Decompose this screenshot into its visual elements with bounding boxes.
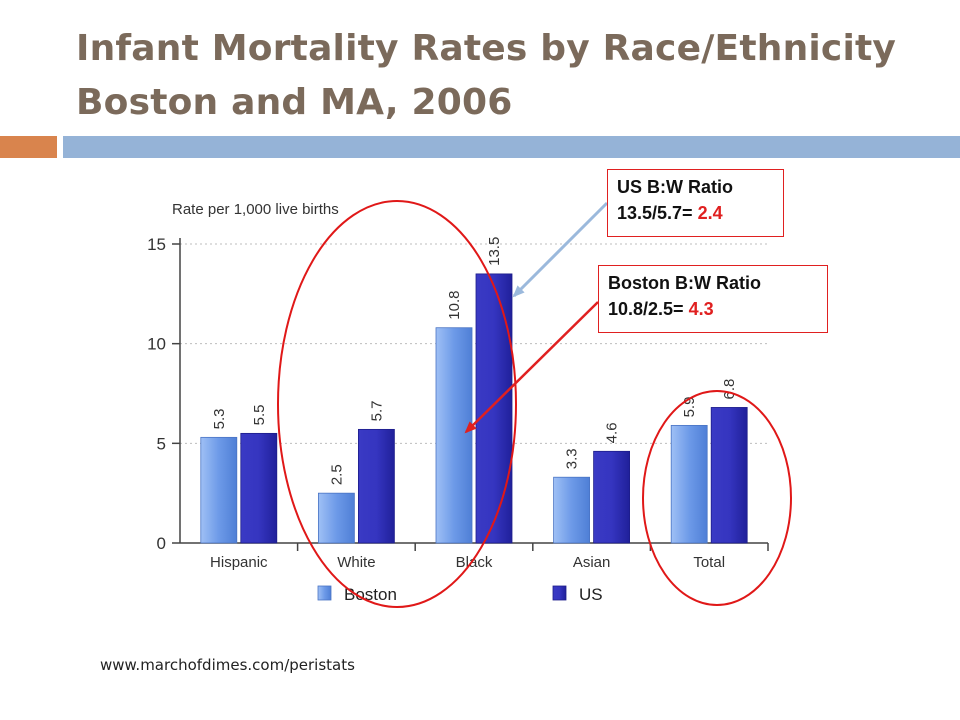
boston-ratio-title: Boston B:W Ratio <box>608 273 761 293</box>
accent-bar-orange <box>0 136 57 158</box>
accent-bar-blue <box>63 136 960 158</box>
bar-boston-black <box>435 327 473 544</box>
bar-value-label: 4.6 <box>604 422 621 443</box>
bar-us-total <box>710 407 748 544</box>
y-tick-label: 5 <box>157 434 166 453</box>
source-citation: www.marchofdimes.com/peristats <box>100 656 355 674</box>
x-tick-label: Asian <box>573 554 611 571</box>
slide-title: Infant Mortality Rates by Race/Ethnicity… <box>76 22 936 130</box>
slide-title-line-1: Infant Mortality Rates by Race/Ethnicity <box>76 28 897 69</box>
y-tick-label: 10 <box>147 335 166 354</box>
us-ratio-value: 2.4 <box>697 203 723 223</box>
legend-swatch-boston <box>317 585 332 601</box>
bar-value-label: 6.8 <box>721 379 738 400</box>
bar-value-label: 5.3 <box>211 408 228 429</box>
us-ratio-formula-text: 13.5/5.7= <box>617 203 698 223</box>
legend-label-us: US <box>579 585 603 604</box>
y-tick-label: 15 <box>147 235 166 254</box>
highlight-ellipse-white-black <box>277 200 517 608</box>
bar-boston-total <box>670 424 708 544</box>
boston-ratio-callout: Boston B:W Ratio 10.8/2.5= 4.3 <box>598 265 828 333</box>
boston-ratio-formula-text: 10.8/2.5= <box>608 299 689 319</box>
bar-value-label: 2.5 <box>328 464 345 485</box>
us-ratio-callout: US B:W Ratio 13.5/5.7= 2.4 <box>607 169 784 237</box>
bar-us-white <box>357 428 395 544</box>
highlight-ellipse-total <box>642 390 792 606</box>
bar-boston-asian <box>553 476 590 544</box>
x-tick-label: White <box>337 554 375 571</box>
legend-label-boston: Boston <box>344 585 397 604</box>
y-tick-label: 0 <box>157 534 166 553</box>
slide-title-line-2: Boston and MA, 2006 <box>76 82 513 123</box>
bar-us-hispanic <box>240 432 278 544</box>
bar-value-label: 5.5 <box>251 405 268 426</box>
bar-value-label: 10.8 <box>446 291 463 320</box>
x-tick-label: Black <box>456 554 493 571</box>
us-ratio-arrow <box>512 201 609 298</box>
boston-ratio-formula: 10.8/2.5= 4.3 <box>608 296 818 322</box>
bar-value-label: 3.3 <box>564 448 581 469</box>
bar-us-black <box>475 273 513 544</box>
bar-value-label: 13.5 <box>486 237 503 266</box>
us-ratio-title: US B:W Ratio <box>617 177 733 197</box>
legend-swatch-us <box>552 585 567 601</box>
y-axis-label: Rate per 1,000 live births <box>172 201 339 218</box>
bar-us-asian <box>593 450 630 544</box>
x-tick-label: Total <box>693 554 725 571</box>
boston-ratio-arrow <box>464 301 599 434</box>
us-ratio-formula: 13.5/5.7= 2.4 <box>617 200 774 226</box>
bar-boston-white <box>317 492 355 544</box>
bar-boston-hispanic <box>200 436 238 544</box>
boston-ratio-value: 4.3 <box>688 299 714 319</box>
x-tick-label: Hispanic <box>210 554 268 571</box>
bar-value-label: 5.7 <box>368 401 385 422</box>
